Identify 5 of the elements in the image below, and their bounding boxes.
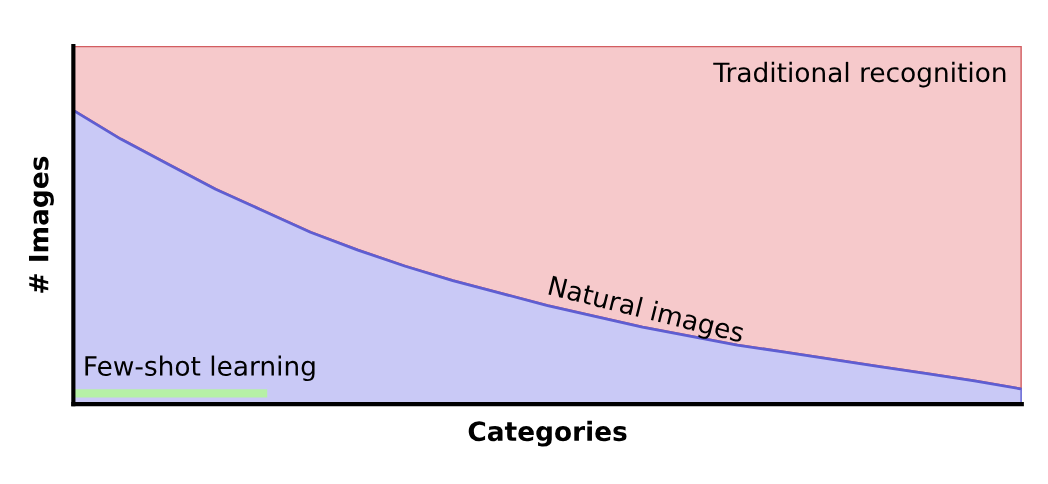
series-label: Traditional recognition: [713, 61, 1006, 88]
text: Natural images: [547, 275, 746, 348]
series-label: Few-shot learning: [85, 355, 315, 382]
y-axis-title: # Images: [28, 156, 54, 293]
x-axis-title: Categories: [468, 420, 627, 447]
